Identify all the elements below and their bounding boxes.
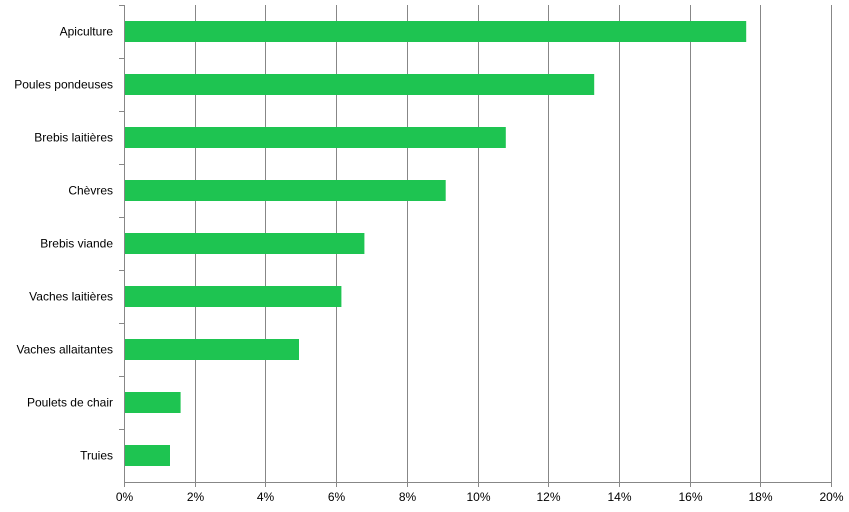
bars (125, 21, 747, 466)
x-tick-label: 10% (466, 490, 490, 504)
category-label: Vaches laitières (29, 290, 113, 304)
x-tick-labels: 0% 2% 4% 6% 8% 10% 12% 14% 16% 18% 20% (116, 490, 844, 504)
bar (125, 180, 446, 201)
x-tick-label: 16% (678, 490, 702, 504)
bar (125, 392, 181, 413)
x-tick-label: 6% (328, 490, 346, 504)
x-tick-label: 12% (536, 490, 560, 504)
x-tick-label: 0% (116, 490, 134, 504)
category-label: Vaches allaitantes (16, 343, 113, 357)
category-labels: Apiculture Poules pondeuses Brebis laitièr… (14, 25, 113, 463)
category-label: Truies (80, 449, 113, 463)
bar (125, 286, 342, 307)
bar (125, 127, 506, 148)
x-tick-label: 4% (257, 490, 275, 504)
axes (119, 5, 832, 487)
bar (125, 21, 747, 42)
category-label: Brebis laitières (34, 131, 113, 145)
x-tick-label: 18% (748, 490, 772, 504)
bar (125, 233, 365, 254)
x-tick-label: 14% (607, 490, 631, 504)
bar (125, 445, 170, 466)
x-tick-label: 8% (399, 490, 417, 504)
x-tick-label: 2% (187, 490, 205, 504)
category-label: Poulets de chair (27, 396, 113, 410)
bar (125, 74, 595, 95)
category-label: Brebis viande (40, 237, 113, 251)
category-label: Apiculture (60, 25, 114, 39)
category-label: Chèvres (68, 184, 113, 198)
x-tick-label: 20% (819, 490, 843, 504)
category-label: Poules pondeuses (14, 78, 113, 92)
bar (125, 339, 299, 360)
